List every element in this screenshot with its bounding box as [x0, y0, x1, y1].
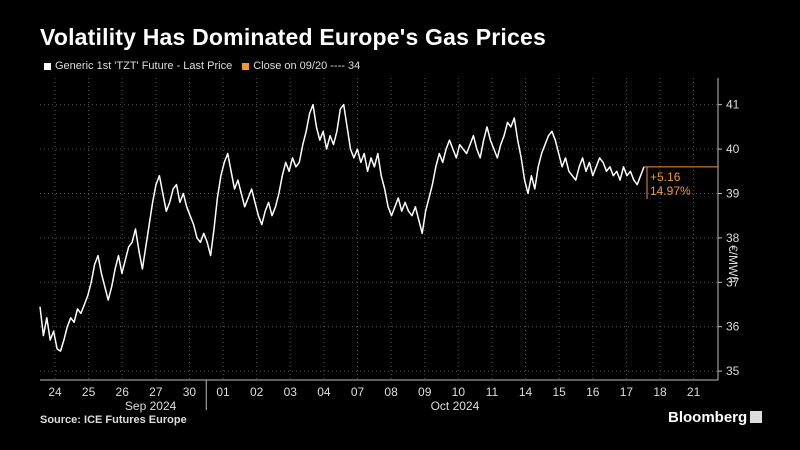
x-tick-label: 08	[384, 385, 398, 399]
y-tick-label: 36	[726, 320, 740, 334]
x-tick-label: 21	[687, 385, 701, 399]
x-tick-label: 04	[317, 385, 331, 399]
month-label: Oct 2024	[431, 399, 480, 413]
y-tick-label: 38	[726, 231, 740, 245]
x-tick-label: 11	[486, 385, 499, 399]
x-tick-label: 27	[149, 385, 163, 399]
brand-logo: Bloomberg	[668, 409, 763, 426]
month-label: Sep 2024	[125, 399, 177, 413]
chart-title: Volatility Has Dominated Europe's Gas Pr…	[40, 24, 546, 50]
terminal-icon	[750, 411, 763, 423]
legend-reference-label: Close on 09/20 ---- 34	[253, 60, 361, 72]
x-tick-label: 24	[48, 385, 62, 399]
x-tick-label: 26	[116, 385, 130, 399]
y-tick-label: 37	[726, 275, 740, 289]
brand-name: Bloomberg	[668, 409, 748, 426]
x-tick-label: 16	[586, 385, 600, 399]
series-line	[39, 103, 645, 352]
x-tick-label: 10	[452, 385, 466, 399]
x-tick-label: 01	[216, 385, 230, 399]
legend: Generic 1st 'TZT' Future - Last Price Cl…	[44, 60, 360, 72]
source-note: Source: ICE Futures Europe	[40, 414, 187, 426]
x-tick-label: 18	[653, 385, 667, 399]
annotation-pct: 14.97%	[650, 184, 691, 198]
y-axis-label: €/MWh	[726, 245, 740, 284]
legend-reference: Close on 09/20 ---- 34	[242, 60, 360, 72]
x-tick-label: 25	[82, 385, 96, 399]
x-tick-label: 03	[284, 385, 298, 399]
x-tick-label: 15	[552, 385, 566, 399]
y-tick-label: 40	[726, 142, 740, 156]
x-tick-label: 17	[620, 385, 634, 399]
legend-series: Generic 1st 'TZT' Future - Last Price	[44, 60, 232, 72]
x-tick-label: 09	[418, 385, 432, 399]
x-tick-label: 30	[183, 385, 197, 399]
legend-series-label: Generic 1st 'TZT' Future - Last Price	[55, 60, 233, 72]
x-tick-label: 14	[519, 385, 533, 399]
y-tick-label: 39	[726, 186, 740, 200]
legend-reference-swatch	[242, 62, 250, 70]
annotation-change: +5.16	[650, 170, 681, 184]
y-tick-label: 35	[726, 364, 740, 378]
y-tick-label: 41	[726, 98, 740, 112]
legend-series-swatch	[44, 62, 51, 70]
x-tick-label: 07	[351, 385, 365, 399]
x-tick-label: 02	[250, 385, 264, 399]
